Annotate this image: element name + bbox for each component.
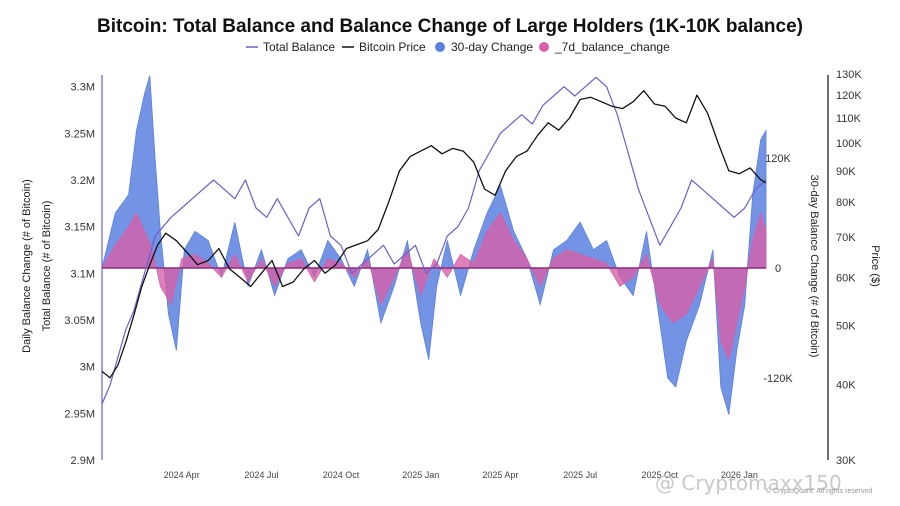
series-7d-balance-change	[101, 211, 767, 361]
price-tick-label: 30K	[836, 455, 856, 467]
line-bitcoin-price	[101, 90, 767, 379]
price-axis-label: Price ($)	[869, 245, 881, 287]
left-tick-label: 3.1M	[71, 268, 95, 280]
change-tick-label: 0	[775, 263, 781, 275]
price-tick-label: 70K	[836, 232, 856, 244]
x-tick-label: 2024 Jul	[244, 470, 278, 480]
line-total-balance	[101, 76, 767, 405]
left-tick-label: 3.05M	[64, 315, 95, 327]
left-tick-label: 3.3M	[71, 82, 95, 94]
price-tick-label: 110K	[836, 113, 862, 125]
legend-label: _7d_balance_change	[554, 40, 670, 54]
legend-label: Total Balance	[263, 40, 335, 54]
left-tick-label: 3.25M	[64, 128, 95, 140]
left-tick-label: 2.9M	[71, 455, 95, 467]
legend-swatch-dot	[539, 42, 549, 52]
chart-legend: Total Balance Bitcoin Price 30-day Change _…	[246, 40, 670, 54]
price-tick-label: 60K	[836, 273, 856, 285]
price-tick-label: 50K	[836, 321, 856, 333]
x-tick-label: 2025 Oct	[641, 470, 678, 480]
left-axis-label-inner: Total Balance (# of Bitcoin)	[41, 201, 53, 332]
left-tick-label: 2.95M	[64, 408, 95, 420]
left-axis-ticks: 3.3M 3.25M 3.2M 3.15M 3.1M 3.05M 3M 2.95M 2.9M	[64, 82, 95, 467]
left-tick-label: 3.2M	[71, 175, 95, 187]
price-tick-label: 130K	[836, 69, 862, 81]
watermark-handle: @ Cryptomaxx150	[655, 471, 842, 495]
x-tick-label: 2025 Jan	[402, 470, 439, 480]
x-tick-label: 2025 Jul	[563, 470, 597, 480]
change-tick-label: 120K	[765, 153, 791, 165]
x-axis-ticks: 2024 Apr 2024 Jul 2024 Oct 2025 Jan 2025 Apr…	[164, 470, 758, 480]
price-tick-label: 100K	[836, 138, 862, 150]
watermark-copyright: © CryptoQuant. All rights reserved	[766, 487, 872, 495]
change-axis-label: 30-day Balance Change (# of Bitcoin)	[808, 175, 820, 358]
area-7d-balance-change	[101, 211, 767, 361]
x-tick-label: 2025 Apr	[482, 470, 518, 480]
legend-swatch-dot	[435, 42, 445, 52]
x-tick-label: 2024 Apr	[164, 470, 200, 480]
price-tick-label: 120K	[836, 90, 862, 102]
price-tick-label: 80K	[836, 197, 856, 209]
left-tick-label: 3M	[80, 362, 95, 374]
x-tick-label: 2024 Oct	[323, 470, 360, 480]
left-tick-label: 3.15M	[64, 222, 95, 234]
series-total-balance	[101, 76, 767, 405]
change-tick-label: -120K	[763, 373, 793, 385]
price-tick-label: 40K	[836, 379, 856, 391]
legend-label: 30-day Change	[451, 40, 533, 54]
left-axis-label-outer: Daily Balance Change (# of Bitcoin)	[21, 179, 33, 353]
chart-title: Bitcoin: Total Balance and Balance Chang…	[97, 16, 803, 37]
series-30-day-change	[101, 75, 767, 415]
price-tick-label: 90K	[836, 166, 856, 178]
x-tick-label: 2026 Jan	[721, 470, 758, 480]
area-30-day-change	[101, 75, 767, 415]
legend-label: Bitcoin Price	[359, 40, 426, 54]
series-bitcoin-price	[101, 90, 767, 379]
price-axis-ticks: 130K 120K 110K 100K 90K 80K 70K 60K 50K 40K 30K	[836, 69, 862, 467]
change-axis-ticks: 120K 0 -120K	[763, 153, 793, 385]
